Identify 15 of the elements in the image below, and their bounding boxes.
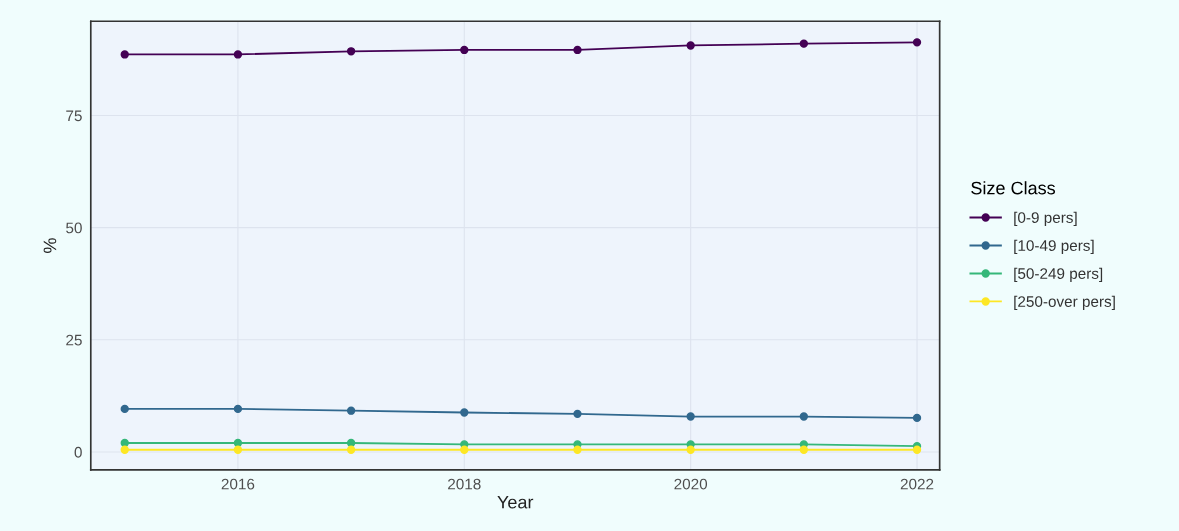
y-tick-label: 75: [66, 110, 82, 122]
legend-title: Size Class: [971, 181, 1056, 195]
legend-label: [50-249 pers]: [1014, 267, 1103, 282]
x-axis-title: Year: [497, 495, 534, 509]
x-tick-label: 2020: [674, 478, 708, 490]
y-tick-label: 50: [66, 222, 82, 234]
y-axis-title: %: [43, 238, 57, 253]
legend-label: [250-over pers]: [1014, 295, 1115, 310]
y-tick-label: 0: [74, 446, 82, 458]
x-tick-label: 2022: [900, 478, 934, 490]
legend-label: [0-9 pers]: [1014, 211, 1077, 227]
legend-label: [10-49 pers]: [1014, 239, 1094, 254]
x-tick-label: 2018: [448, 478, 481, 490]
y-tick-label: 25: [66, 334, 82, 346]
x-tick-label: 2016: [221, 478, 255, 490]
